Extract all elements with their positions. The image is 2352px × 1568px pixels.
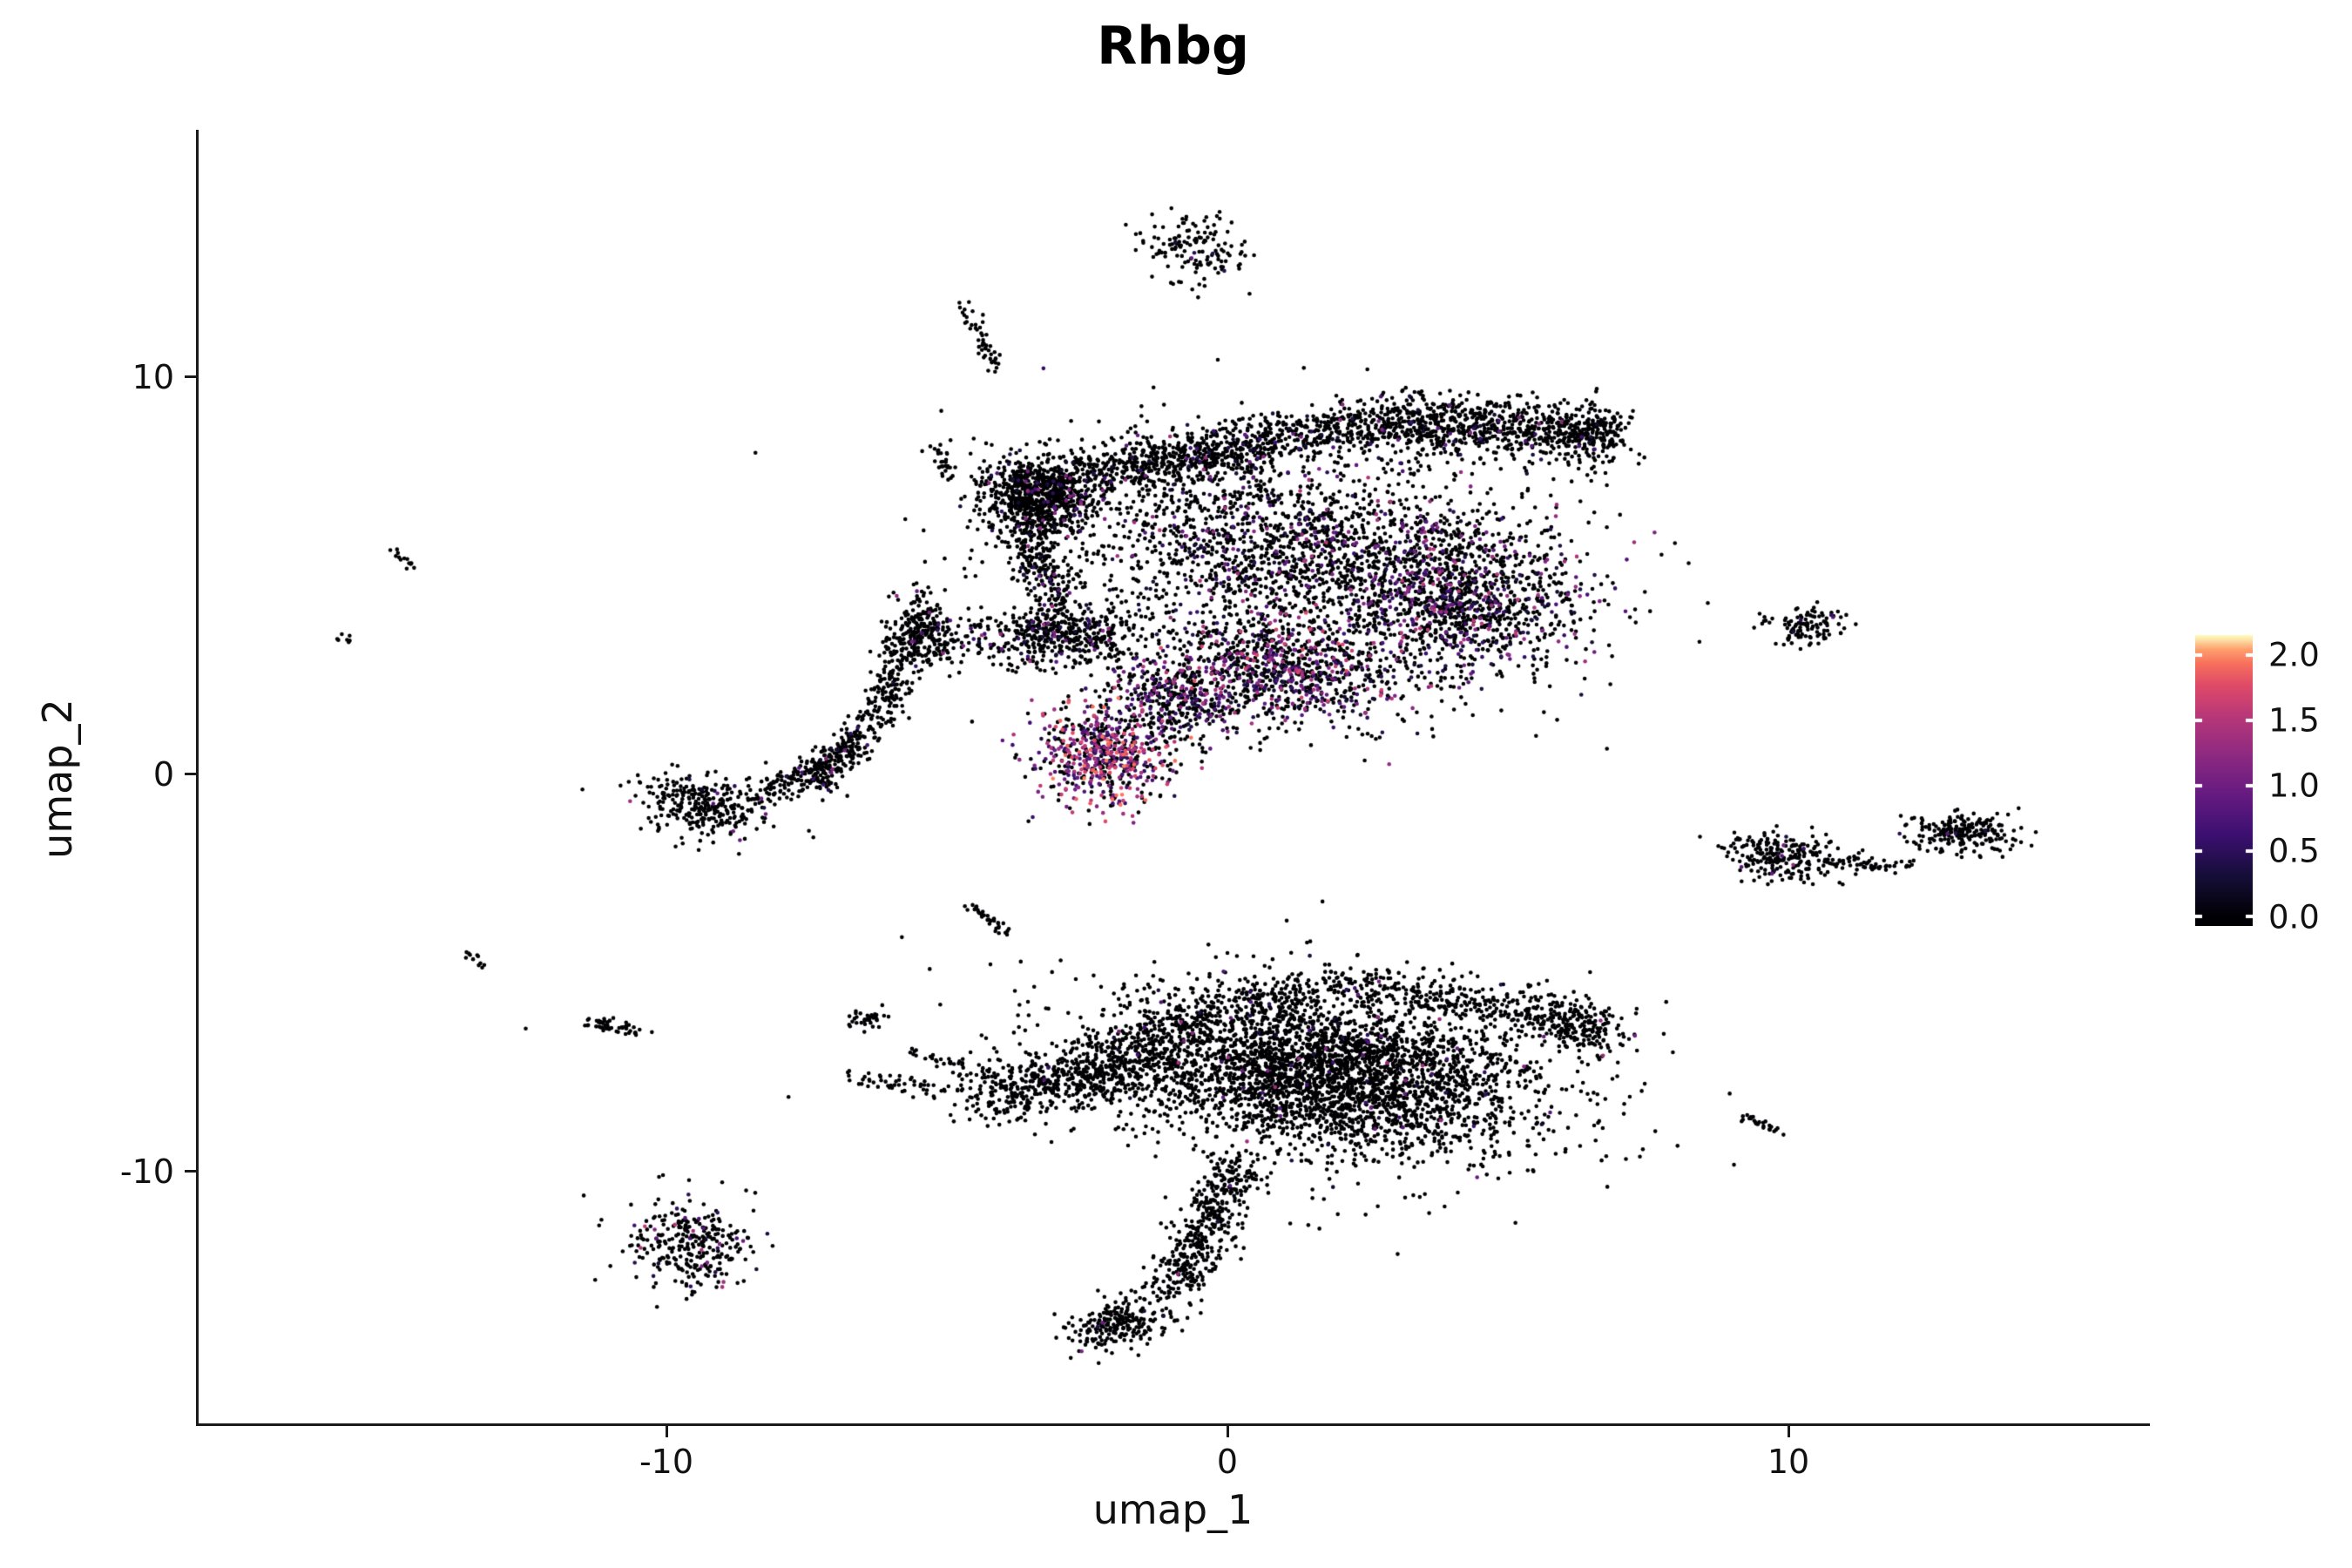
colorbar-tick-label: 2.0 (2268, 636, 2320, 674)
y-tick-label: -10 (119, 1152, 174, 1191)
page-title: Rhbg (1097, 16, 1249, 77)
colorbar-tick-label: 1.5 (2268, 701, 2320, 740)
x-tick-label: 0 (1216, 1443, 1239, 1481)
colorbar-tick-label: 1.0 (2268, 767, 2320, 805)
y-tick-label: 10 (132, 358, 174, 396)
x-tick-mark (1788, 1426, 1790, 1437)
x-tick-label: 10 (1767, 1443, 1810, 1481)
colorbar (2195, 635, 2253, 926)
x-tick-label: -10 (639, 1443, 694, 1481)
y-axis-line (196, 130, 199, 1426)
x-axis-title: umap_1 (1092, 1486, 1254, 1533)
x-tick-mark (666, 1426, 668, 1437)
y-tick-label: 0 (152, 755, 174, 794)
x-axis-line (196, 1423, 2150, 1426)
x-tick-mark (1227, 1426, 1229, 1437)
y-tick-mark (185, 375, 196, 378)
umap-scatter-canvas (199, 130, 2147, 1423)
y-axis-title: umap_2 (34, 699, 81, 859)
y-tick-mark (185, 773, 196, 775)
colorbar-tick-label: 0.0 (2268, 898, 2320, 936)
y-tick-mark (185, 1170, 196, 1173)
colorbar-tick-label: 0.5 (2268, 832, 2320, 870)
